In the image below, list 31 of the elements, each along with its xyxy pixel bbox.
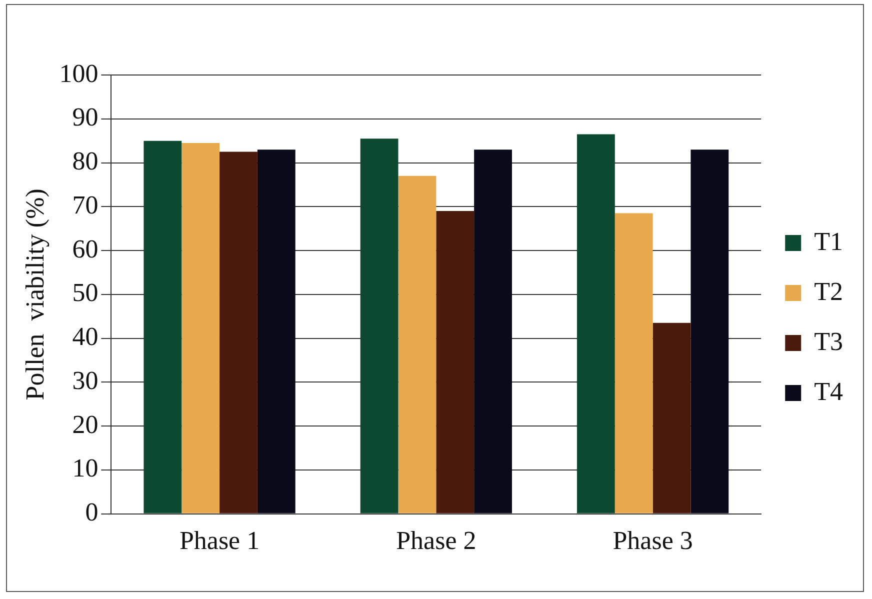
x-tick-label: Phase 3 <box>612 526 693 556</box>
bar <box>474 150 512 514</box>
legend-label: T2 <box>814 276 844 306</box>
y-tick-label: 10 <box>72 454 98 483</box>
y-tick-label: 90 <box>72 102 98 132</box>
y-tick-label: 80 <box>72 146 98 176</box>
y-tick-label: 40 <box>72 322 98 352</box>
y-axis-title: Pollen viability (%) <box>20 188 50 400</box>
bar <box>360 138 398 514</box>
bar <box>690 150 729 514</box>
bar <box>398 176 436 514</box>
bar <box>257 150 296 514</box>
bar <box>652 322 691 514</box>
y-tick-label: 60 <box>72 234 98 264</box>
bar <box>614 213 653 514</box>
y-tick-label: 20 <box>72 410 98 439</box>
bar <box>436 211 474 514</box>
y-tick-label: 100 <box>59 58 98 88</box>
x-tick-label: Phase 2 <box>396 526 476 556</box>
x-tick-label: Phase 1 <box>179 526 260 556</box>
bar <box>576 134 615 514</box>
bar <box>144 140 182 514</box>
bar <box>182 143 220 514</box>
bar <box>220 152 258 514</box>
y-tick-label: 70 <box>72 190 98 220</box>
y-tick-label: 0 <box>85 498 98 527</box>
legend-label: T1 <box>814 226 844 256</box>
y-tick-label: 50 <box>72 278 98 308</box>
y-tick-label: 30 <box>72 366 98 395</box>
legend-label: T4 <box>814 376 844 406</box>
legend-label: T3 <box>814 326 844 356</box>
